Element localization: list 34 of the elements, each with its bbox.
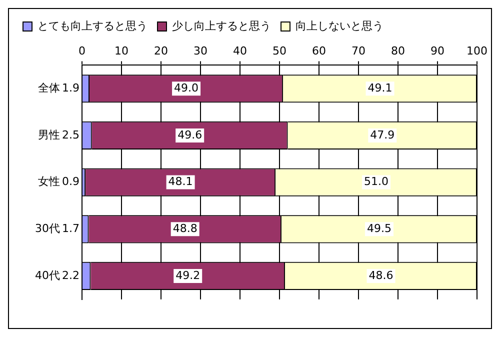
x-tick-label: 0: [78, 44, 86, 58]
y-tick-label: 全体: [38, 81, 60, 94]
x-tick-label: 60: [312, 44, 326, 58]
x-tick-label: 20: [154, 44, 168, 58]
x-tick-label: 40: [233, 44, 247, 58]
data-label: 49.5: [366, 222, 392, 235]
data-label: 48.8: [172, 222, 198, 235]
x-tick-label: 10: [114, 44, 128, 58]
x-tick-label: 30: [194, 44, 208, 58]
data-label: 49.6: [178, 128, 202, 142]
data-label: 48.6: [368, 268, 394, 282]
legend-label: 向上しないと思う: [296, 19, 384, 32]
data-label: 1.7: [62, 222, 80, 235]
y-tick-label: 女性: [38, 175, 60, 188]
x-tick-label: 100: [466, 44, 488, 58]
y-tick-label: 30代: [34, 222, 60, 235]
data-label: 0.9: [62, 175, 80, 188]
data-label: 1.9: [62, 81, 80, 94]
y-tick-label: 男性: [38, 128, 60, 142]
data-label: 47.9: [370, 128, 395, 142]
data-label: 49.1: [368, 81, 392, 94]
data-label: 2.2: [62, 268, 80, 282]
x-tick-label: 90: [430, 44, 444, 58]
x-tick-label: 70: [352, 44, 366, 58]
x-tick-label: 80: [391, 44, 405, 58]
legend-label: 少し向上すると思う: [172, 19, 271, 32]
data-label: 49.0: [174, 81, 199, 94]
data-label: 48.1: [168, 175, 193, 188]
x-tick-label: 50: [272, 44, 286, 58]
y-tick-label: 40代: [34, 268, 60, 282]
data-label: 2.5: [62, 128, 80, 142]
data-label: 51.0: [364, 175, 389, 188]
data-label: 49.2: [176, 268, 200, 282]
legend-label: とても向上すると思う: [38, 19, 148, 32]
